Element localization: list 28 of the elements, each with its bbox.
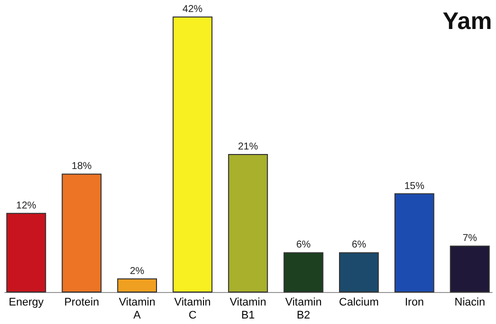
- x-tick-label: Niacin: [454, 296, 486, 308]
- bar: [394, 193, 434, 292]
- bar: [6, 212, 46, 292]
- data-label: 21%: [238, 142, 258, 152]
- chart-title: Yam: [442, 8, 492, 35]
- bar: [172, 16, 212, 292]
- x-tick-label: Vitamin B2: [285, 296, 322, 322]
- data-label: 18%: [72, 161, 92, 172]
- x-tick-label: Vitamin A: [118, 296, 156, 322]
- x-tick-label: Protein: [64, 296, 100, 308]
- x-tick-label: Vitamin C: [174, 296, 211, 322]
- bar: [62, 174, 102, 292]
- bar: [228, 154, 268, 292]
- data-label: 42%: [182, 4, 203, 15]
- data-label: 7%: [462, 233, 478, 244]
- x-tick-label: Vitamin B1: [230, 296, 266, 322]
- bar: [450, 246, 490, 292]
- data-label: 6%: [352, 240, 366, 251]
- bar: [339, 252, 379, 292]
- bar: [117, 278, 157, 292]
- x-tick-label: Calcium: [339, 296, 379, 308]
- x-tick-label: Iron: [404, 296, 424, 308]
- data-label: 15%: [404, 180, 424, 192]
- bar: [284, 252, 324, 292]
- x-tick-label: Energy: [8, 296, 44, 308]
- data-label: 2%: [130, 266, 144, 277]
- data-label: 12%: [16, 200, 36, 212]
- data-label: 6%: [296, 240, 311, 251]
